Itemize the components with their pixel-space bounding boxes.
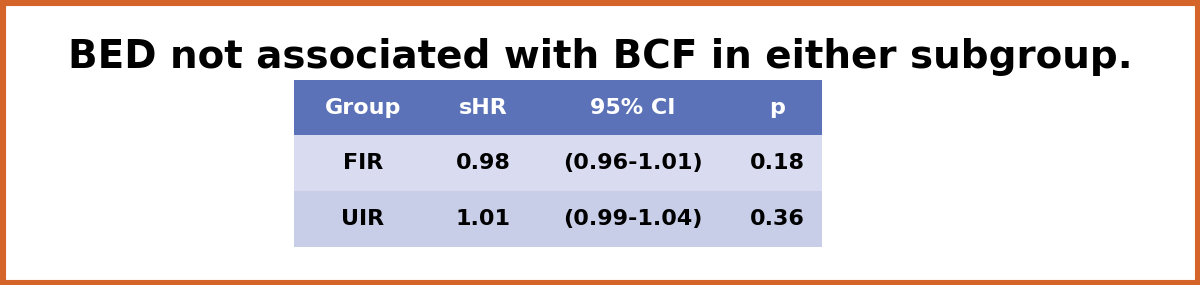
Text: p: p bbox=[769, 97, 785, 118]
Text: sHR: sHR bbox=[458, 97, 508, 118]
Bar bbox=[732, 80, 822, 135]
Text: 1.01: 1.01 bbox=[456, 209, 510, 229]
Text: (0.99-1.04): (0.99-1.04) bbox=[563, 209, 703, 229]
Bar bbox=[534, 135, 732, 191]
Bar bbox=[534, 80, 732, 135]
Bar bbox=[534, 191, 732, 247]
Bar bbox=[294, 191, 432, 247]
Bar bbox=[432, 191, 534, 247]
Text: (0.96-1.01): (0.96-1.01) bbox=[563, 153, 703, 173]
Text: 0.98: 0.98 bbox=[456, 153, 510, 173]
Bar bbox=[294, 135, 432, 191]
Bar bbox=[294, 80, 432, 135]
Bar bbox=[732, 191, 822, 247]
Text: 95% CI: 95% CI bbox=[590, 97, 676, 118]
Text: Group: Group bbox=[325, 97, 401, 118]
Text: 0.36: 0.36 bbox=[750, 209, 804, 229]
Bar bbox=[732, 135, 822, 191]
Bar bbox=[432, 135, 534, 191]
Text: FIR: FIR bbox=[343, 153, 383, 173]
Bar bbox=[432, 80, 534, 135]
Text: BED not associated with BCF in either subgroup.: BED not associated with BCF in either su… bbox=[67, 38, 1133, 76]
Text: UIR: UIR bbox=[342, 209, 384, 229]
Text: 0.18: 0.18 bbox=[750, 153, 804, 173]
